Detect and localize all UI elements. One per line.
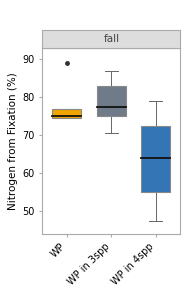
Bar <box>97 86 126 116</box>
Bar <box>52 109 81 118</box>
Text: fall: fall <box>103 34 119 44</box>
Bar <box>142 126 170 192</box>
Y-axis label: Nitrogen from Fixation (%): Nitrogen from Fixation (%) <box>8 72 18 210</box>
